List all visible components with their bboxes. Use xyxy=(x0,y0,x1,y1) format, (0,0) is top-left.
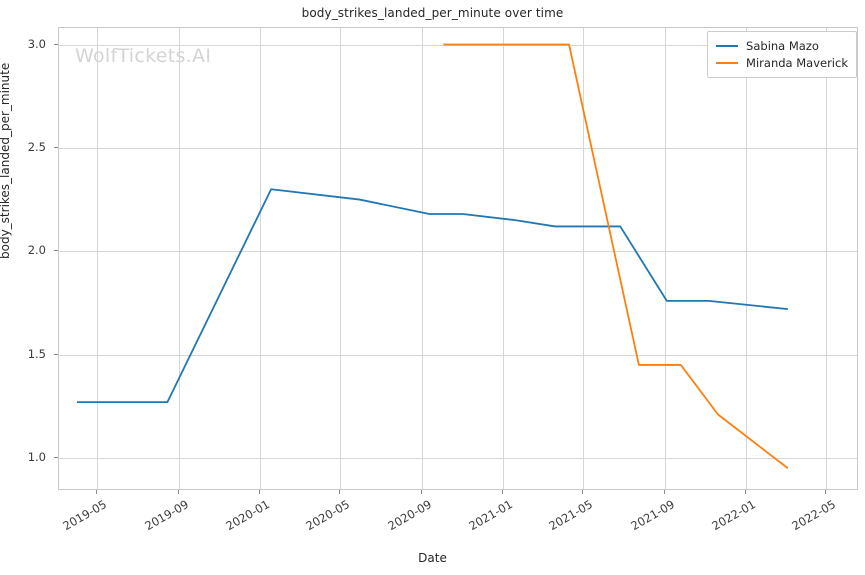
chart-title: body_strikes_landed_per_minute over time xyxy=(301,6,564,20)
gridline-vertical xyxy=(178,28,180,489)
x-tick-mark xyxy=(95,490,97,494)
x-tick-mark xyxy=(824,490,826,494)
x-tick-mark xyxy=(744,490,746,494)
gridline-horizontal xyxy=(59,354,857,356)
x-tick-label: 2021-01 xyxy=(466,497,516,534)
y-tick-mark xyxy=(54,146,58,148)
legend-item[interactable]: Miranda Maverick xyxy=(716,54,848,71)
y-tick-mark xyxy=(54,456,58,458)
legend-item[interactable]: Sabina Mazo xyxy=(716,37,848,54)
series-line xyxy=(443,43,789,469)
gridline-vertical xyxy=(96,28,98,489)
y-tick-mark xyxy=(54,250,58,252)
x-tick-label: 2021-09 xyxy=(628,497,677,534)
gridline-vertical xyxy=(340,28,342,489)
gridline-vertical xyxy=(664,28,666,489)
x-tick-mark xyxy=(177,490,179,494)
y-tick-mark xyxy=(54,353,58,355)
x-tick-label: 2020-09 xyxy=(385,497,435,534)
y-tick-mark xyxy=(54,43,58,45)
gridline-horizontal xyxy=(59,457,857,459)
x-tick-label: 2020-05 xyxy=(303,497,353,534)
legend-label: Miranda Maverick xyxy=(746,55,848,70)
x-tick-mark xyxy=(339,490,341,494)
gridline-horizontal xyxy=(59,147,857,149)
x-axis-label: Date xyxy=(418,551,447,565)
x-tick-mark xyxy=(502,490,504,494)
gridline-vertical xyxy=(422,28,424,489)
y-axis-label: body_strikes_landed_per_minute xyxy=(0,62,12,259)
legend-label: Sabina Mazo xyxy=(746,38,819,53)
legend[interactable]: Sabina Mazo Miranda Maverick xyxy=(707,31,857,78)
x-tick-label: 2022-01 xyxy=(709,497,758,534)
series-line xyxy=(76,188,788,404)
legend-color-swatch xyxy=(716,61,739,64)
x-tick-mark xyxy=(258,490,260,494)
x-tick-mark xyxy=(582,490,584,494)
y-tick-label: 3.0 xyxy=(27,36,46,51)
x-tick-label: 2022-05 xyxy=(789,497,838,534)
gridline-vertical xyxy=(583,28,585,489)
gridline-vertical xyxy=(259,28,261,489)
x-tick-label: 2019-05 xyxy=(60,497,109,534)
y-tick-label: 2.5 xyxy=(27,139,46,154)
y-tick-label: 1.5 xyxy=(27,346,46,361)
legend-color-swatch xyxy=(716,44,739,47)
series-lines xyxy=(76,43,789,469)
gridline-vertical xyxy=(503,28,505,489)
x-tick-label: 2020-01 xyxy=(223,497,272,534)
x-tick-mark xyxy=(663,490,665,494)
x-tick-mark xyxy=(421,490,423,494)
gridline-vertical xyxy=(825,28,827,489)
plot-area: WolfTickets.AI xyxy=(58,27,858,490)
y-tick-label: 1.0 xyxy=(27,449,46,464)
y-tick-label: 2.0 xyxy=(27,243,46,258)
gridline-vertical xyxy=(745,28,747,489)
gridline-horizontal xyxy=(59,251,857,253)
x-tick-label: 2021-05 xyxy=(546,497,596,534)
x-tick-label: 2019-09 xyxy=(142,497,191,534)
